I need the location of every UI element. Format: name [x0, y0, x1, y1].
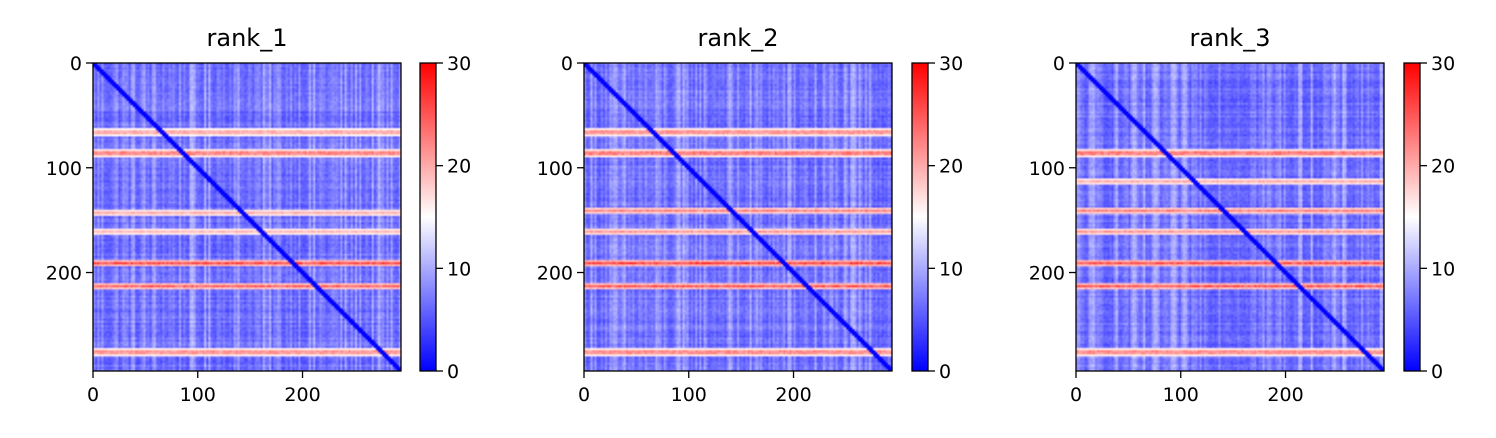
x-tick-label: 100: [1163, 384, 1199, 406]
colorbar: [911, 62, 929, 372]
x-tick-label: 0: [87, 384, 99, 406]
y-tick-label: 100: [537, 158, 573, 180]
heatmap-image: [93, 63, 401, 371]
y-tick-label: 100: [1029, 158, 1065, 180]
heatmap-panel-3: rank_3 0 100 200 0 100 200 0 10 20 30: [1029, 24, 1455, 406]
x-tick-label: 100: [671, 384, 707, 406]
colorbar-tick-label: 20: [939, 156, 963, 178]
colorbar-tick-label: 10: [447, 258, 471, 280]
y-tick-label: 0: [1053, 53, 1065, 75]
heatmap-image: [584, 63, 892, 371]
plot-frame: [92, 62, 402, 372]
y-tick-label: 200: [46, 263, 82, 285]
colorbar-tick-label: 30: [939, 53, 963, 75]
colorbar-tick-label: 10: [939, 258, 963, 280]
colorbar-tick-label: 10: [1431, 258, 1455, 280]
colorbar-tick-label: 30: [447, 53, 471, 75]
x-tick-label: 0: [578, 384, 590, 406]
chart-title: rank_3: [1190, 24, 1271, 52]
x-tick-label: 100: [180, 384, 216, 406]
colorbar-tick-label: 20: [447, 156, 471, 178]
heatmap-panel-2: rank_2 0 100 200 0 100 200 0 10 20 30: [537, 24, 963, 406]
chart-title: rank_1: [207, 24, 288, 52]
y-tick-label: 200: [537, 263, 573, 285]
plot-frame: [1075, 62, 1385, 372]
colorbar: [419, 62, 437, 372]
colorbar-tick-label: 30: [1431, 53, 1455, 75]
colorbar-tick-label: 0: [447, 361, 459, 383]
chart-title: rank_2: [698, 24, 779, 52]
heatmap-image: [1076, 63, 1384, 371]
y-tick-label: 0: [561, 53, 573, 75]
y-tick-label: 200: [1029, 263, 1065, 285]
plot-frame: [583, 62, 893, 372]
colorbar-tick-label: 0: [1431, 361, 1443, 383]
colorbar: [1403, 62, 1421, 372]
y-tick-label: 0: [70, 53, 82, 75]
x-tick-label: 200: [284, 384, 320, 406]
colorbar-tick-label: 0: [939, 361, 951, 383]
y-tick-label: 100: [46, 158, 82, 180]
x-tick-label: 200: [775, 384, 811, 406]
colorbar-tick-label: 20: [1431, 156, 1455, 178]
heatmap-panel-1: rank_1 0 100 200 0 100 200 0 10 20 30: [46, 24, 471, 406]
x-tick-label: 200: [1267, 384, 1303, 406]
x-tick-label: 0: [1070, 384, 1082, 406]
